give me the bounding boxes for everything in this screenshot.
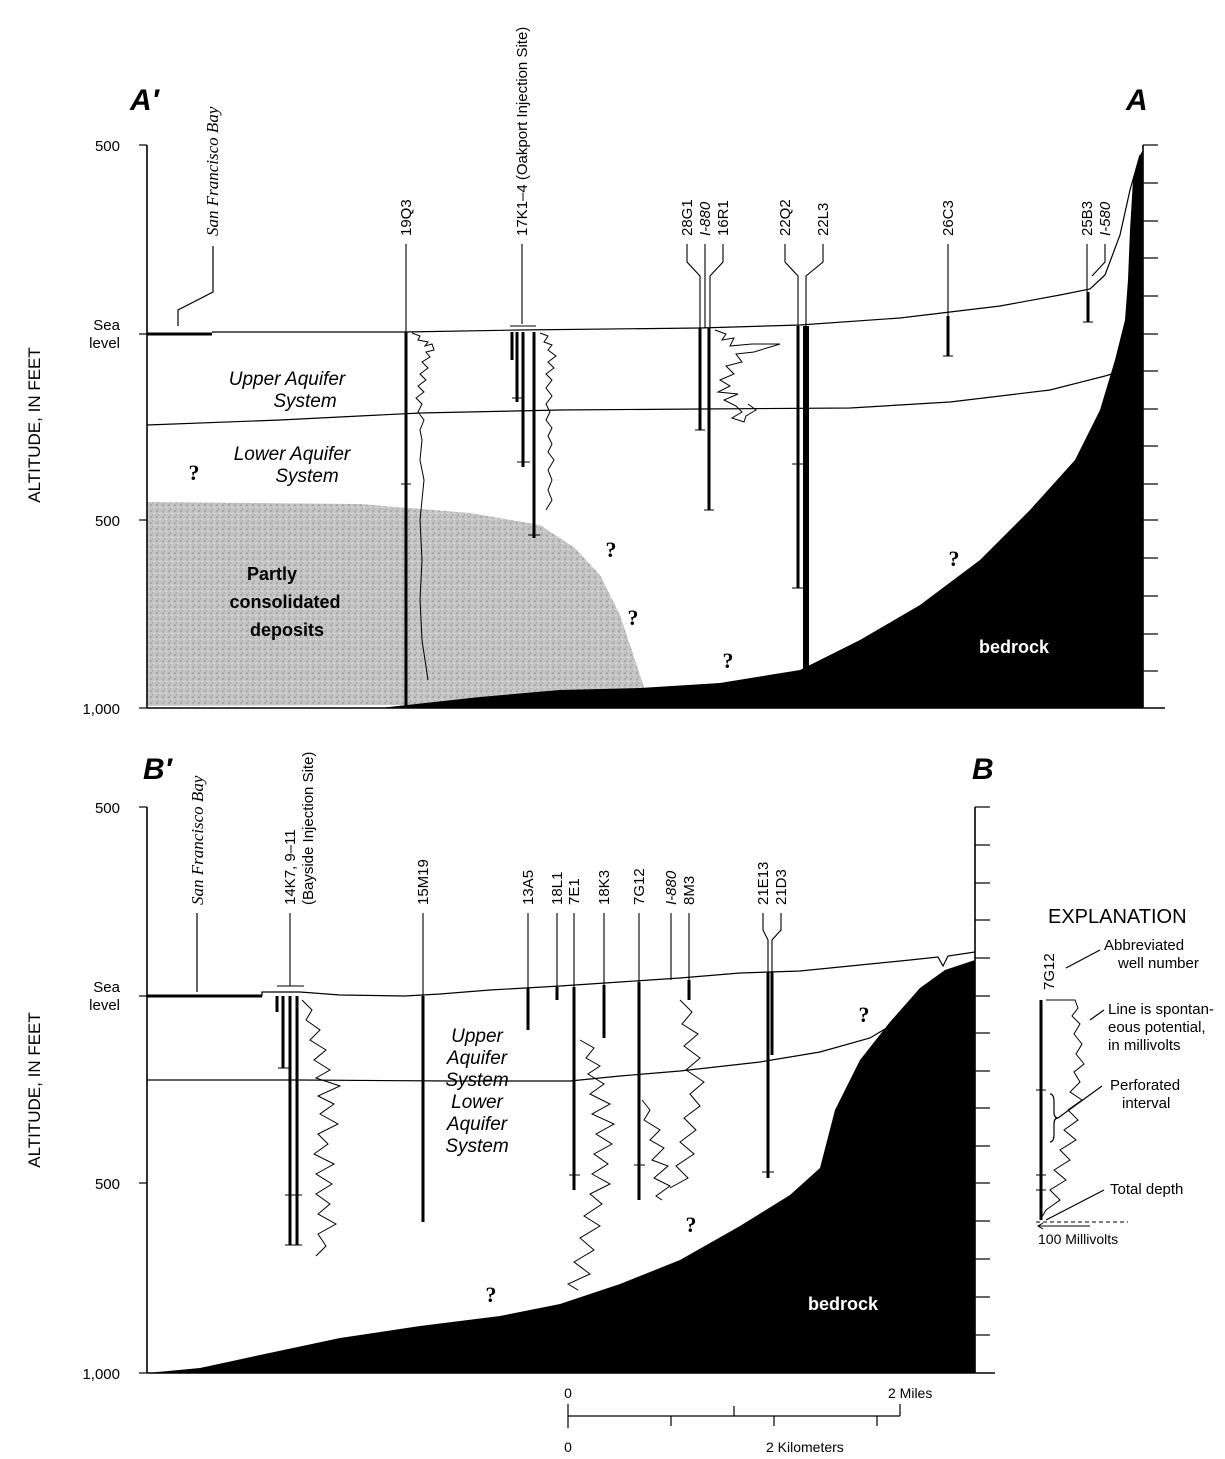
partly-consolidated-deposits-area	[147, 502, 645, 706]
section-b-lower-aquifer-label-3: System	[445, 1136, 508, 1157]
legend-abbrev-1: Abbreviated	[1104, 937, 1184, 954]
well-label-25b3: 25B3	[1079, 201, 1096, 236]
section-a-wells	[401, 292, 1093, 706]
legend-perf-2: interval	[1122, 1095, 1170, 1112]
scale-miles-label: 2 Miles	[888, 1385, 932, 1401]
section-a-question-4: ?	[723, 648, 734, 673]
well-label-21e13: 21E13	[755, 862, 772, 905]
section-a-tick-sea: Sea	[93, 317, 120, 334]
section-a-tick-mid: 500	[95, 513, 120, 530]
section-a-bedrock	[380, 150, 1143, 708]
well-label-19q3: 19Q3	[398, 199, 415, 236]
partly-consolidated-label-3: deposits	[250, 620, 324, 640]
well-label-8m3: 8M3	[681, 876, 698, 905]
well-label-28g1: 28G1	[679, 199, 696, 236]
well-label-bayside-site: (Bayside Injection Site)	[300, 752, 317, 905]
section-b-question-3: ?	[486, 1282, 497, 1307]
section-b-tick-bottom: 1,000	[82, 1366, 120, 1383]
section-b-axis-title: ALTITUDE, IN FEET	[25, 1012, 44, 1168]
section-b-tick-sea: Sea	[93, 979, 120, 996]
section-b-right-letter: B	[972, 753, 994, 786]
scale-bar: 0 2 Miles 0 2 Kilometers	[564, 1385, 932, 1455]
section-b-question-1: ?	[859, 1002, 870, 1027]
scale-zero-miles: 0	[564, 1385, 572, 1401]
section-a-left-letter: A′	[129, 84, 161, 117]
section-a-question-2: ?	[606, 537, 617, 562]
well-label-21d3: 21D3	[773, 869, 790, 905]
road-label-i580: I-580	[1097, 201, 1114, 236]
legend-total-depth: Total depth	[1110, 1181, 1183, 1198]
section-a-lower-aquifer-label-1: Lower Aquifer	[234, 444, 351, 465]
partly-consolidated-label-1: Partly	[247, 564, 297, 584]
section-b-question-2: ?	[686, 1212, 697, 1237]
legend-sp-3: in millivolts	[1108, 1037, 1181, 1054]
legend-title: EXPLANATION	[1048, 906, 1187, 928]
legend-sp-1: Line is spontan-	[1108, 1001, 1214, 1018]
road-label-i880-b: I-880	[663, 870, 680, 905]
well-label-15m19: 15M19	[415, 859, 432, 905]
section-a-left-ticks	[139, 144, 147, 709]
section-a-question-1: ?	[189, 460, 200, 485]
section-b-bedrock	[147, 960, 975, 1373]
section-b-sp-logs	[301, 999, 705, 1291]
section-b-bedrock-label: bedrock	[808, 1294, 879, 1314]
scale-zero-km: 0	[564, 1439, 572, 1455]
well-label-7e1: 7E1	[566, 878, 583, 905]
well-label-22l3: 22L3	[815, 203, 832, 236]
legend-well-number: 7G12	[1041, 953, 1058, 990]
section-b-left-ticks	[139, 806, 147, 1374]
well-label-13a5: 13A5	[520, 870, 537, 905]
legend-millivolts: 100 Millivolts	[1038, 1231, 1118, 1247]
well-label-16r1: 16R1	[715, 200, 732, 236]
section-b-tick-top: 500	[95, 800, 120, 817]
section-b-upper-aquifer-label-3: System	[445, 1070, 508, 1091]
section-a-question-3: ?	[628, 605, 639, 630]
section-a-upper-aquifer-label-1: Upper Aquifer	[229, 369, 346, 390]
section-b-bay-label: San Francisco Bay	[188, 775, 207, 905]
section-a-aquifer-contact	[146, 369, 1126, 426]
explanation-legend: EXPLANATION 7G12 Abbreviated well number…	[1036, 906, 1214, 1247]
section-a-land-surface	[212, 154, 1141, 333]
road-label-i880-a: I-880	[697, 201, 714, 236]
well-label-18l1: 18L1	[549, 872, 566, 905]
section-b-upper-aquifer-label-2: Aquifer	[446, 1048, 508, 1069]
well-label-26c3: 26C3	[940, 200, 957, 236]
section-b-upper-aquifer-label-1: Upper	[451, 1026, 503, 1047]
section-b-lower-aquifer-label-1: Lower	[451, 1092, 503, 1113]
section-a-axis-title: ALTITUDE, IN FEET	[25, 347, 44, 503]
well-label-7g12: 7G12	[631, 868, 648, 905]
well-label-22q2: 22Q2	[777, 199, 794, 236]
well-label-18k3: 18K3	[596, 870, 613, 905]
legend-abbrev-2: well number	[1117, 955, 1199, 972]
section-a-right-ticks	[1143, 144, 1158, 672]
section-a-tick-bottom: 1,000	[82, 701, 120, 718]
section-b-tick-mid: 500	[95, 1176, 120, 1193]
section-b-aquifer-contact	[147, 1004, 921, 1082]
section-b-land-surface	[261, 951, 976, 997]
well-label-17k1: 17K1–4 (Oakport Injection Site)	[514, 27, 531, 236]
partly-consolidated-label-2: consolidated	[229, 592, 340, 612]
section-a-lower-aquifer-label-2: System	[275, 466, 338, 487]
section-a-right-letter: A	[1125, 84, 1148, 117]
legend-perf-1: Perforated	[1110, 1077, 1180, 1094]
section-b-tick-sea-level: level	[89, 997, 120, 1014]
section-a-sp-logs	[411, 329, 781, 681]
section-b-wells	[275, 972, 774, 1246]
section-a-upper-aquifer-label-2: System	[273, 391, 336, 412]
section-a-bay-label: San Francisco Bay	[203, 106, 222, 236]
section-a-question-5: ?	[949, 546, 960, 571]
legend-sp-2: eous potential,	[1108, 1019, 1206, 1036]
section-b-lower-aquifer-label-2: Aquifer	[446, 1114, 508, 1135]
scale-km-label: 2 Kilometers	[766, 1439, 844, 1455]
section-b: B′ B 500 Sea level 500 1,000	[82, 752, 995, 1383]
section-b-right-ticks	[975, 806, 990, 1336]
section-a-tick-sea-level: level	[89, 335, 120, 352]
section-a-tick-top: 500	[95, 138, 120, 155]
section-a: A′ A 500 Sea level	[82, 27, 1165, 718]
well-label-14k7: 14K7, 9–11	[282, 829, 299, 905]
section-a-bedrock-label: bedrock	[979, 637, 1050, 657]
section-b-left-letter: B′	[143, 753, 174, 786]
